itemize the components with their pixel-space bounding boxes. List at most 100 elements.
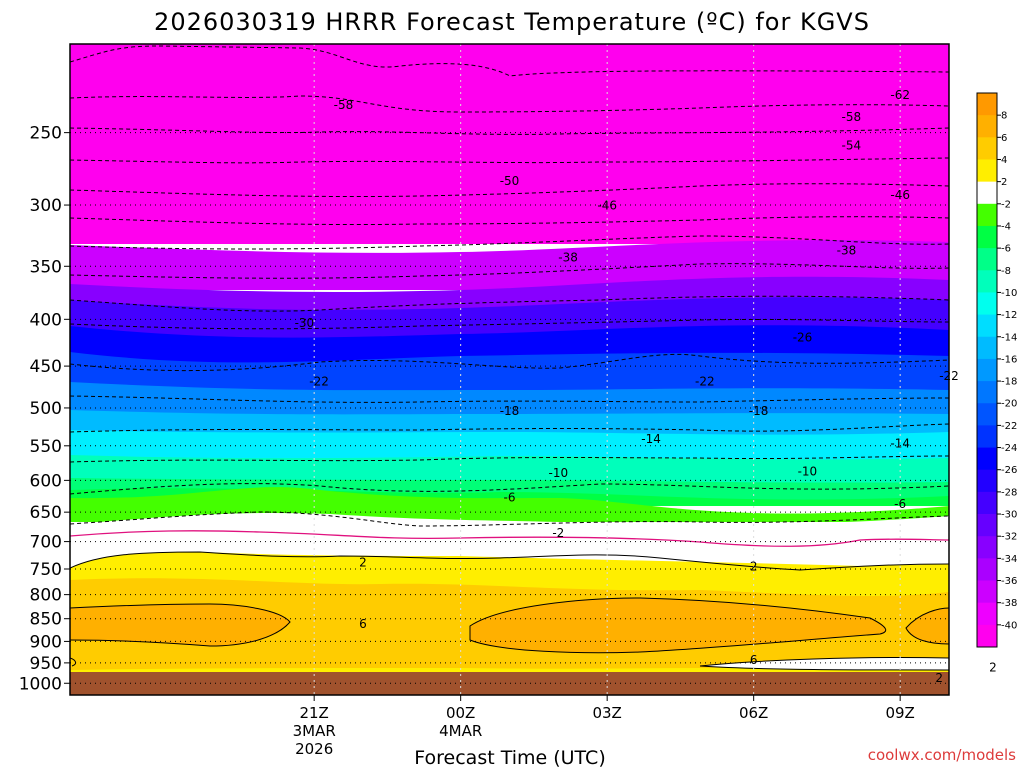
contour-label: -14 bbox=[890, 436, 910, 450]
contour-neg58 bbox=[70, 95, 949, 113]
warm-pocket-center bbox=[470, 598, 886, 653]
contour-neg46 bbox=[70, 183, 949, 198]
colorbar-swatch bbox=[977, 358, 997, 382]
colorbar-frame bbox=[976, 92, 998, 648]
colorbar-label: -20 bbox=[1001, 399, 1017, 410]
contour-label: -58 bbox=[842, 110, 862, 124]
colorbar-swatch bbox=[977, 137, 997, 160]
x-axis-label: Forecast Time (UTC) bbox=[414, 747, 605, 768]
contour-label: -38 bbox=[837, 244, 857, 258]
below-ground bbox=[70, 672, 949, 695]
colorbar-swatch bbox=[977, 225, 997, 249]
contour-pos6-east bbox=[905, 607, 949, 645]
colorbar-label: -26 bbox=[1001, 465, 1017, 476]
contour-label: 2 bbox=[989, 661, 997, 675]
colorbar-label: -30 bbox=[1001, 510, 1017, 521]
x-tick-label: 00Z bbox=[446, 704, 475, 722]
x-axis: 21Z3MAR202600Z4MAR03Z06Z09Z12Z bbox=[293, 695, 915, 758]
contour-neg62 bbox=[70, 45, 949, 77]
contour-neg18 bbox=[70, 395, 949, 403]
colorbar-swatch bbox=[977, 93, 997, 116]
contour-label: -30 bbox=[295, 316, 315, 330]
contour-label: -46 bbox=[597, 199, 617, 213]
x-tick-sublabel: 2026 bbox=[295, 740, 333, 758]
colorbar-label: -28 bbox=[1001, 487, 1017, 498]
colorbar-swatch bbox=[977, 447, 997, 471]
colorbar-label: -34 bbox=[1001, 554, 1017, 565]
y-tick-label: 400 bbox=[30, 310, 62, 330]
chart-title: 2026030319 HRRR Forecast Temperature (ºC… bbox=[154, 8, 870, 36]
contour-pos6-west bbox=[70, 603, 291, 647]
colorbar-swatch bbox=[977, 292, 997, 315]
contour-label: -54 bbox=[842, 139, 862, 153]
contour-label: -10 bbox=[549, 466, 569, 480]
colorbar-swatch bbox=[977, 624, 997, 648]
colorbar-swatch bbox=[977, 159, 997, 183]
colorbar-swatch bbox=[977, 336, 997, 360]
y-tick-label: 700 bbox=[30, 533, 62, 553]
colorbar-label: -32 bbox=[1001, 532, 1017, 543]
colorbar-swatch bbox=[977, 270, 997, 293]
colorbar-swatch bbox=[977, 580, 997, 604]
contour-label: 2 bbox=[750, 559, 758, 573]
contour-label: -62 bbox=[890, 88, 910, 102]
contour-label: -38 bbox=[558, 251, 578, 265]
band-cyan bbox=[70, 430, 949, 462]
contour-neg26 bbox=[70, 318, 949, 330]
colorbar-swatch bbox=[977, 181, 997, 205]
contour-label: -10 bbox=[798, 464, 818, 478]
band-purple bbox=[70, 240, 949, 290]
warm-pocket-east bbox=[906, 608, 949, 644]
colorbar-label: -40 bbox=[1001, 620, 1017, 631]
contour-label: -14 bbox=[641, 432, 661, 446]
colorbar-label: 4 bbox=[1001, 155, 1007, 166]
contour-neg6 bbox=[70, 483, 949, 495]
y-tick-label: 950 bbox=[30, 654, 62, 674]
contour-label: -22 bbox=[309, 374, 329, 388]
colorbar-swatch bbox=[977, 203, 997, 227]
contour-label: -18 bbox=[500, 404, 520, 418]
contour-pos6-center bbox=[469, 597, 887, 654]
contour-neg14 bbox=[70, 423, 949, 433]
y-tick-label: 250 bbox=[30, 124, 62, 144]
contour-labels: -62-58-58-54-50-46-46-38-38-30-26-22 -22-… bbox=[295, 88, 997, 685]
colorbar-swatch bbox=[977, 425, 997, 448]
contour-label: -2 bbox=[552, 526, 564, 540]
contour-lines bbox=[70, 45, 949, 671]
y-tick-label: 500 bbox=[30, 399, 62, 419]
colorbar-label: -36 bbox=[1001, 576, 1017, 587]
y-tick-label: 650 bbox=[30, 503, 62, 523]
contour-neg42 bbox=[70, 216, 949, 226]
colorbar-swatch bbox=[977, 248, 997, 271]
contour-label: 2 bbox=[359, 556, 367, 570]
band-royal-blue bbox=[70, 352, 949, 395]
colorbar-label: -10 bbox=[1001, 288, 1017, 299]
y-tick-label: 750 bbox=[30, 560, 62, 580]
colorbar-label: -8 bbox=[1001, 266, 1011, 277]
contour-neg38 bbox=[70, 235, 949, 250]
colorbar-label: 6 bbox=[1001, 133, 1007, 144]
colorbar-swatch bbox=[977, 381, 997, 404]
contour-label: -18 bbox=[749, 404, 769, 418]
y-tick-label: 450 bbox=[30, 357, 62, 377]
band-mid-blue bbox=[70, 382, 949, 420]
credit-link[interactable]: coolwx.com/models bbox=[868, 746, 1016, 764]
x-tick-label: 21Z bbox=[299, 704, 328, 722]
contour-label: 2 bbox=[935, 671, 943, 685]
y-tick-label: 1000 bbox=[19, 674, 62, 694]
y-tick-label: 300 bbox=[30, 196, 62, 216]
contour-label: -6 bbox=[504, 491, 516, 505]
x-tick-sublabel: 3MAR bbox=[293, 722, 336, 740]
band-aqua bbox=[70, 455, 949, 484]
contour-neg22 bbox=[70, 353, 949, 372]
contour-label: -22 bbox=[695, 374, 715, 388]
colorbar-label: -22 bbox=[1001, 421, 1017, 432]
colorbar-label: -16 bbox=[1001, 354, 1017, 365]
y-tick-label: 350 bbox=[30, 257, 62, 277]
colorbar-swatch bbox=[977, 491, 997, 515]
colorbar-label: -4 bbox=[1001, 221, 1011, 232]
y-tick-label: 900 bbox=[30, 632, 62, 652]
colorbar-label: -12 bbox=[1001, 310, 1017, 321]
colorbar-swatch bbox=[977, 514, 997, 537]
